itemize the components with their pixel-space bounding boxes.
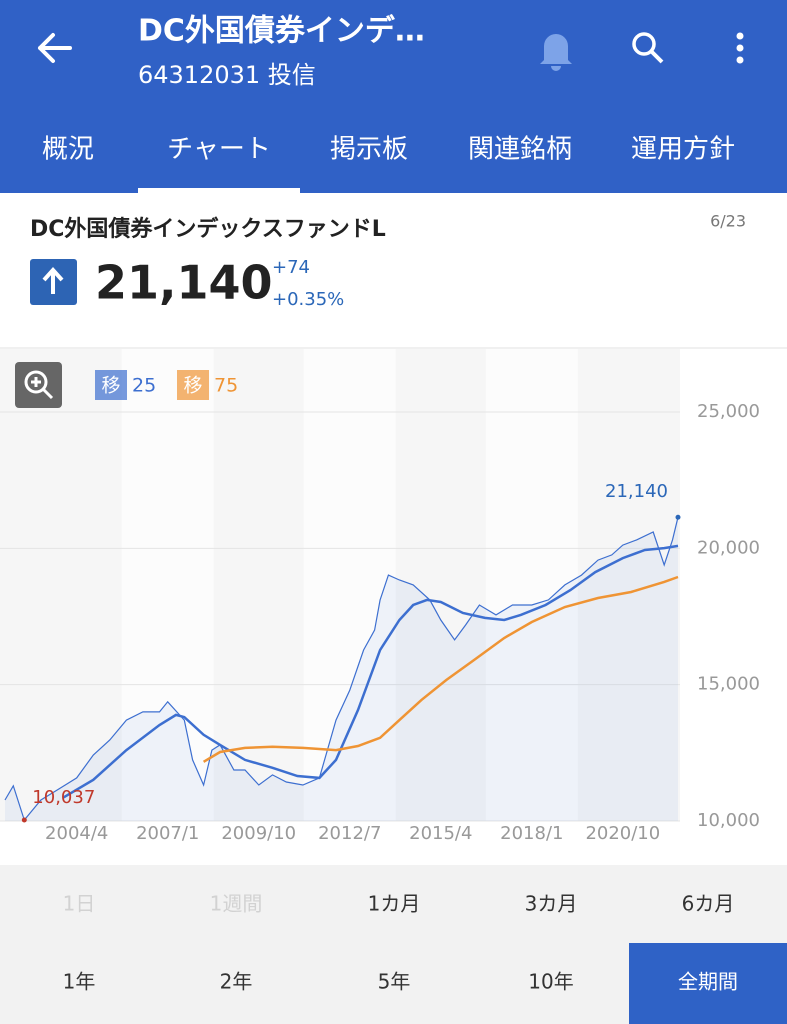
tab[interactable]: 掲示板 [330, 135, 408, 165]
change: +74 [272, 257, 310, 278]
period-button[interactable]: 2年 [220, 970, 253, 994]
y-tick-label: 15,000 [697, 674, 760, 695]
x-tick-label: 2012/7 [318, 823, 381, 844]
tab[interactable]: チャート [167, 135, 271, 165]
period-active-bg [629, 943, 787, 1024]
area [5, 517, 678, 821]
x-tick-label: 2007/1 [136, 823, 199, 844]
tab[interactable]: 運用方針 [631, 135, 735, 165]
periods: 1日 1週間 1カ月 3カ月 6カ月 1年 2年 5年 10年 全期間 [63, 892, 787, 1024]
period-button[interactable]: 全期間 [678, 970, 738, 994]
period-button[interactable]: 1カ月 [368, 892, 421, 916]
back-button[interactable] [38, 33, 72, 63]
band [485, 349, 578, 821]
y-tick-label: 10,000 [697, 810, 760, 831]
tabs: 概況 チャート 掲示板 関連銘柄 運用方針 [42, 135, 735, 193]
fund-panel [0, 193, 787, 348]
title: DC外国債券インデ… [138, 14, 425, 49]
up-arrow [42, 267, 64, 294]
period-button[interactable]: 1年 [63, 970, 96, 994]
date: 6/23 [710, 212, 746, 231]
moving-average-line [202, 575, 679, 763]
period-button[interactable]: 5年 [378, 970, 411, 994]
change-pct: +0.35% [272, 289, 344, 310]
menu-icon[interactable] [736, 32, 744, 64]
period-button: 1週間 [210, 892, 263, 916]
price-line [4, 517, 679, 822]
legend-badge [95, 370, 127, 400]
legend-period: 75 [214, 375, 238, 397]
x-tick-label: 2018/1 [500, 823, 563, 844]
legend-badge [177, 370, 209, 400]
tab-indicator [138, 188, 300, 193]
legend-label: 移 [183, 375, 202, 397]
y-tick-label: 20,000 [697, 537, 760, 558]
legend-period: 25 [132, 375, 156, 397]
period-button: 1日 [63, 892, 96, 916]
period-button[interactable]: 10年 [528, 970, 573, 994]
annotation-label: 10,037 [32, 787, 95, 808]
price: 21,140 [95, 256, 273, 310]
legend-label: 移 [101, 375, 120, 397]
y-tick-label: 25,000 [697, 401, 760, 422]
bell-icon[interactable] [540, 34, 572, 71]
x-tick-label: 2015/4 [409, 823, 472, 844]
plot: 10,000 15,000 20,000 25,000 2004/4 2007/1 2009… [0, 349, 760, 844]
x-tick-label: 2009/10 [221, 823, 296, 844]
tab[interactable]: 関連銘柄 [468, 135, 572, 165]
zoom-icon [24, 370, 54, 400]
annotation-label: 21,140 [605, 481, 668, 502]
band [303, 349, 396, 821]
fund-name: DC外国債券インデックスファンドL [30, 216, 386, 242]
annotation-dot [21, 817, 27, 823]
x-tick-label: 2020/10 [585, 823, 660, 844]
search-icon[interactable] [632, 32, 664, 64]
code: 64312031 投信 [138, 61, 316, 89]
app-bar [0, 0, 787, 193]
period-button[interactable]: 3カ月 [525, 892, 578, 916]
period-button[interactable]: 6カ月 [682, 892, 735, 916]
zoom-button[interactable] [15, 362, 62, 408]
tab[interactable]: 概況 [42, 135, 94, 165]
moving-average-line [62, 544, 679, 799]
x-tick-label: 2004/4 [45, 823, 108, 844]
annotation-dot [675, 514, 681, 520]
